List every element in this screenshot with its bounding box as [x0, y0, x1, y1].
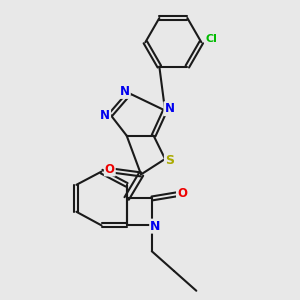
Text: Cl: Cl — [206, 34, 217, 44]
Text: O: O — [105, 163, 115, 176]
Text: N: N — [164, 102, 174, 115]
Text: S: S — [165, 154, 174, 167]
Text: O: O — [177, 187, 187, 200]
Text: N: N — [100, 109, 110, 122]
Text: N: N — [120, 85, 130, 98]
Text: N: N — [150, 220, 161, 232]
